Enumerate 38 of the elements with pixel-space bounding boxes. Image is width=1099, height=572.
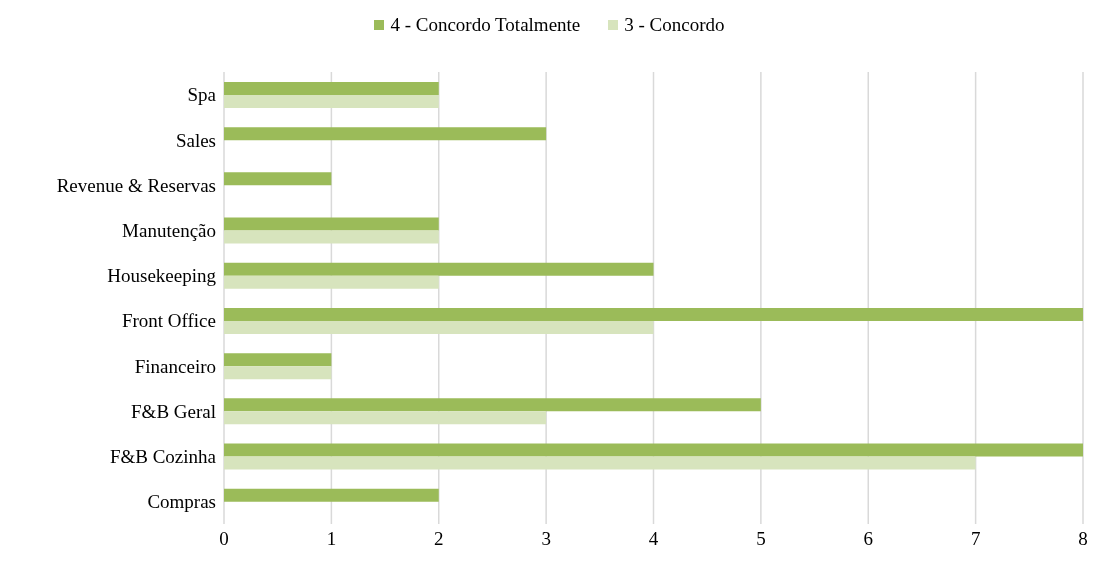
bar bbox=[224, 320, 654, 334]
bar bbox=[224, 456, 976, 470]
bar bbox=[224, 127, 547, 141]
y-tick-label: F&B Geral bbox=[131, 400, 216, 422]
x-tick-label: 7 bbox=[970, 528, 981, 550]
x-tick-label: 4 bbox=[648, 528, 659, 550]
bar bbox=[224, 366, 332, 380]
bar bbox=[224, 275, 439, 289]
x-tick-label: 2 bbox=[434, 528, 444, 550]
y-tick-label: Front Office bbox=[121, 310, 216, 332]
bar bbox=[224, 230, 439, 244]
y-tick-label: Compras bbox=[147, 491, 216, 513]
bar bbox=[224, 81, 439, 95]
y-tick-label: Revenue & Reservas bbox=[56, 174, 216, 196]
x-tick-label: 3 bbox=[541, 528, 551, 550]
x-tick-label: 1 bbox=[326, 528, 337, 550]
y-tick-label: Housekeeping bbox=[107, 265, 217, 287]
x-tick-label: 5 bbox=[756, 528, 766, 550]
legend-label: 4 - Concordo Totalmente bbox=[390, 14, 581, 36]
y-tick-label: Spa bbox=[187, 84, 217, 106]
bar bbox=[224, 411, 547, 425]
bar bbox=[224, 443, 1083, 457]
legend-label: 3 - Concordo bbox=[624, 14, 725, 36]
x-tick-label: 8 bbox=[1078, 528, 1088, 550]
bar bbox=[224, 398, 761, 412]
x-tick-label: 6 bbox=[863, 528, 873, 550]
y-tick-label: Manutenção bbox=[122, 219, 216, 241]
bar bbox=[224, 353, 332, 367]
bar bbox=[224, 307, 1083, 321]
bar bbox=[224, 217, 439, 231]
x-tick-label: 0 bbox=[219, 528, 229, 550]
bar bbox=[224, 488, 439, 502]
bar bbox=[224, 172, 332, 186]
y-tick-label: Sales bbox=[175, 129, 216, 151]
y-tick-label: Financeiro bbox=[134, 355, 216, 377]
bar bbox=[224, 94, 439, 108]
y-tick-label: F&B Cozinha bbox=[109, 445, 217, 467]
bar bbox=[224, 262, 654, 276]
